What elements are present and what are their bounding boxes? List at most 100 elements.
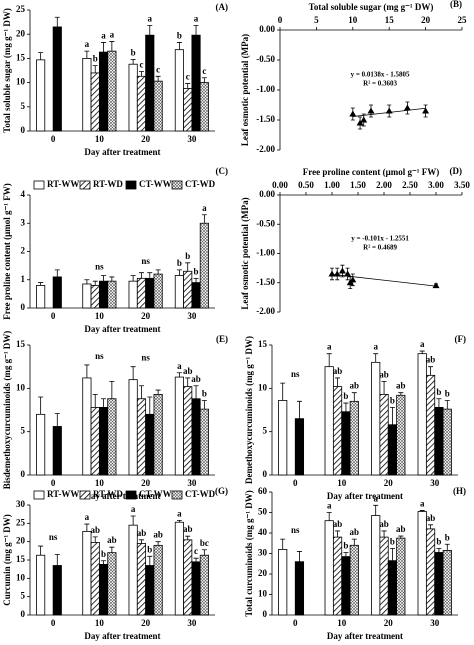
error-bar <box>92 280 98 286</box>
error-bar <box>436 398 442 408</box>
bar <box>387 424 398 476</box>
point <box>333 270 341 277</box>
y-tick-label: -1.50 <box>256 114 275 124</box>
error-bar <box>280 382 286 401</box>
x-tick-label: 5 <box>314 15 319 25</box>
y-tick-label: 0 <box>21 469 26 479</box>
bar <box>349 544 359 616</box>
letter-label: b <box>177 258 182 268</box>
error-bar <box>201 77 207 83</box>
bar <box>90 406 100 476</box>
legend-label: CT-WW <box>139 489 172 499</box>
letter-label: c <box>186 72 190 82</box>
error-bar <box>398 392 404 396</box>
bar <box>90 284 100 309</box>
error-bar <box>373 504 379 516</box>
error-bar <box>101 560 107 565</box>
panel-label: (H) <box>453 486 466 496</box>
bar <box>36 284 46 309</box>
y-tick-label: 5 <box>263 426 268 436</box>
x-tick-label: 3.50 <box>454 180 470 190</box>
y-tick-label: 0 <box>263 469 268 479</box>
error-bar <box>280 538 286 550</box>
y-tick-label: 5 <box>21 101 26 111</box>
error-bar <box>444 400 450 410</box>
x-tick-label: 1.00 <box>324 180 340 190</box>
x-tick-label: 0 <box>51 134 56 144</box>
y-axis-title: Free proline content (μmol g⁻¹ FW) <box>2 183 12 319</box>
legend-label: CT-WW <box>139 179 172 189</box>
error-bar <box>84 279 90 284</box>
x-tick-label: 0 <box>51 618 56 628</box>
x-axis-title: Day after treatment <box>327 631 403 641</box>
point <box>338 267 346 274</box>
error-bar <box>389 407 395 425</box>
y-tick-label: 5 <box>21 426 26 436</box>
error-bar <box>296 400 302 419</box>
x-axis-title: Day after treatment <box>84 491 160 501</box>
error-bar <box>436 547 442 553</box>
bar <box>183 88 193 132</box>
error-bar <box>138 539 144 544</box>
y-tick-label: -1.00 <box>256 84 275 94</box>
bar <box>379 393 389 476</box>
letter-label: b <box>390 536 395 546</box>
point <box>356 119 364 126</box>
letter-label: ab <box>350 527 360 537</box>
x-tick-label: 2.50 <box>402 180 418 190</box>
legend-label: RT-WW <box>47 179 79 189</box>
panel-label: (D) <box>450 166 463 176</box>
bar <box>294 418 305 476</box>
x-tick-label: 0.50 <box>298 180 314 190</box>
bar <box>417 353 427 476</box>
x-tick-label: 30 <box>187 134 197 144</box>
error-bar <box>343 402 349 412</box>
letter-label: a <box>177 508 182 518</box>
letter-label: a <box>177 361 182 371</box>
error-bar <box>335 377 341 387</box>
letter-label: b <box>147 544 152 554</box>
bar <box>191 561 201 616</box>
y-tick-label: 0 <box>263 609 268 619</box>
y-tick-label: 10 <box>16 572 26 582</box>
error-bar <box>428 524 434 529</box>
bar <box>145 277 155 309</box>
y-tick-label: 40 <box>258 527 268 537</box>
error-bar <box>428 366 434 376</box>
error-bar <box>201 214 207 224</box>
error-bar <box>130 58 136 65</box>
letter-label: ab <box>426 513 436 523</box>
y-tick-label: 25 <box>16 4 26 14</box>
letter-label: a <box>110 30 115 40</box>
bar <box>136 543 147 616</box>
bar <box>145 413 155 476</box>
bar <box>199 222 209 309</box>
bar <box>174 49 184 132</box>
bar <box>396 394 406 476</box>
x-axis-title: Day after treatment <box>327 491 403 501</box>
group-label: ns <box>291 369 300 379</box>
error-bar <box>193 557 199 562</box>
y-tick-label: -2.00 <box>256 306 275 316</box>
letter-label: ab <box>396 524 406 534</box>
y-tick-label: 5 <box>21 591 26 601</box>
y-tick-label: 60 <box>258 486 268 496</box>
bar <box>153 80 163 132</box>
bar <box>107 552 117 616</box>
y-tick-label: 0.00 <box>259 24 275 34</box>
x-tick-label: 30 <box>187 618 197 628</box>
legend-swatch <box>33 180 45 190</box>
bar <box>36 554 46 616</box>
y-tick-label: 10 <box>16 77 26 87</box>
error-bar <box>109 276 115 282</box>
trend-r2: R² = 0.3603 <box>363 80 397 88</box>
bar <box>191 398 201 476</box>
group-label: ns <box>141 353 150 363</box>
letter-label: b <box>101 549 106 559</box>
legend-label: CT-WD <box>185 489 216 499</box>
bar <box>294 561 305 616</box>
point <box>367 107 375 114</box>
letter-label: b <box>177 30 182 40</box>
y-axis-title: Leaf osmotic potential (MPa) <box>240 34 250 146</box>
bar <box>52 565 62 616</box>
